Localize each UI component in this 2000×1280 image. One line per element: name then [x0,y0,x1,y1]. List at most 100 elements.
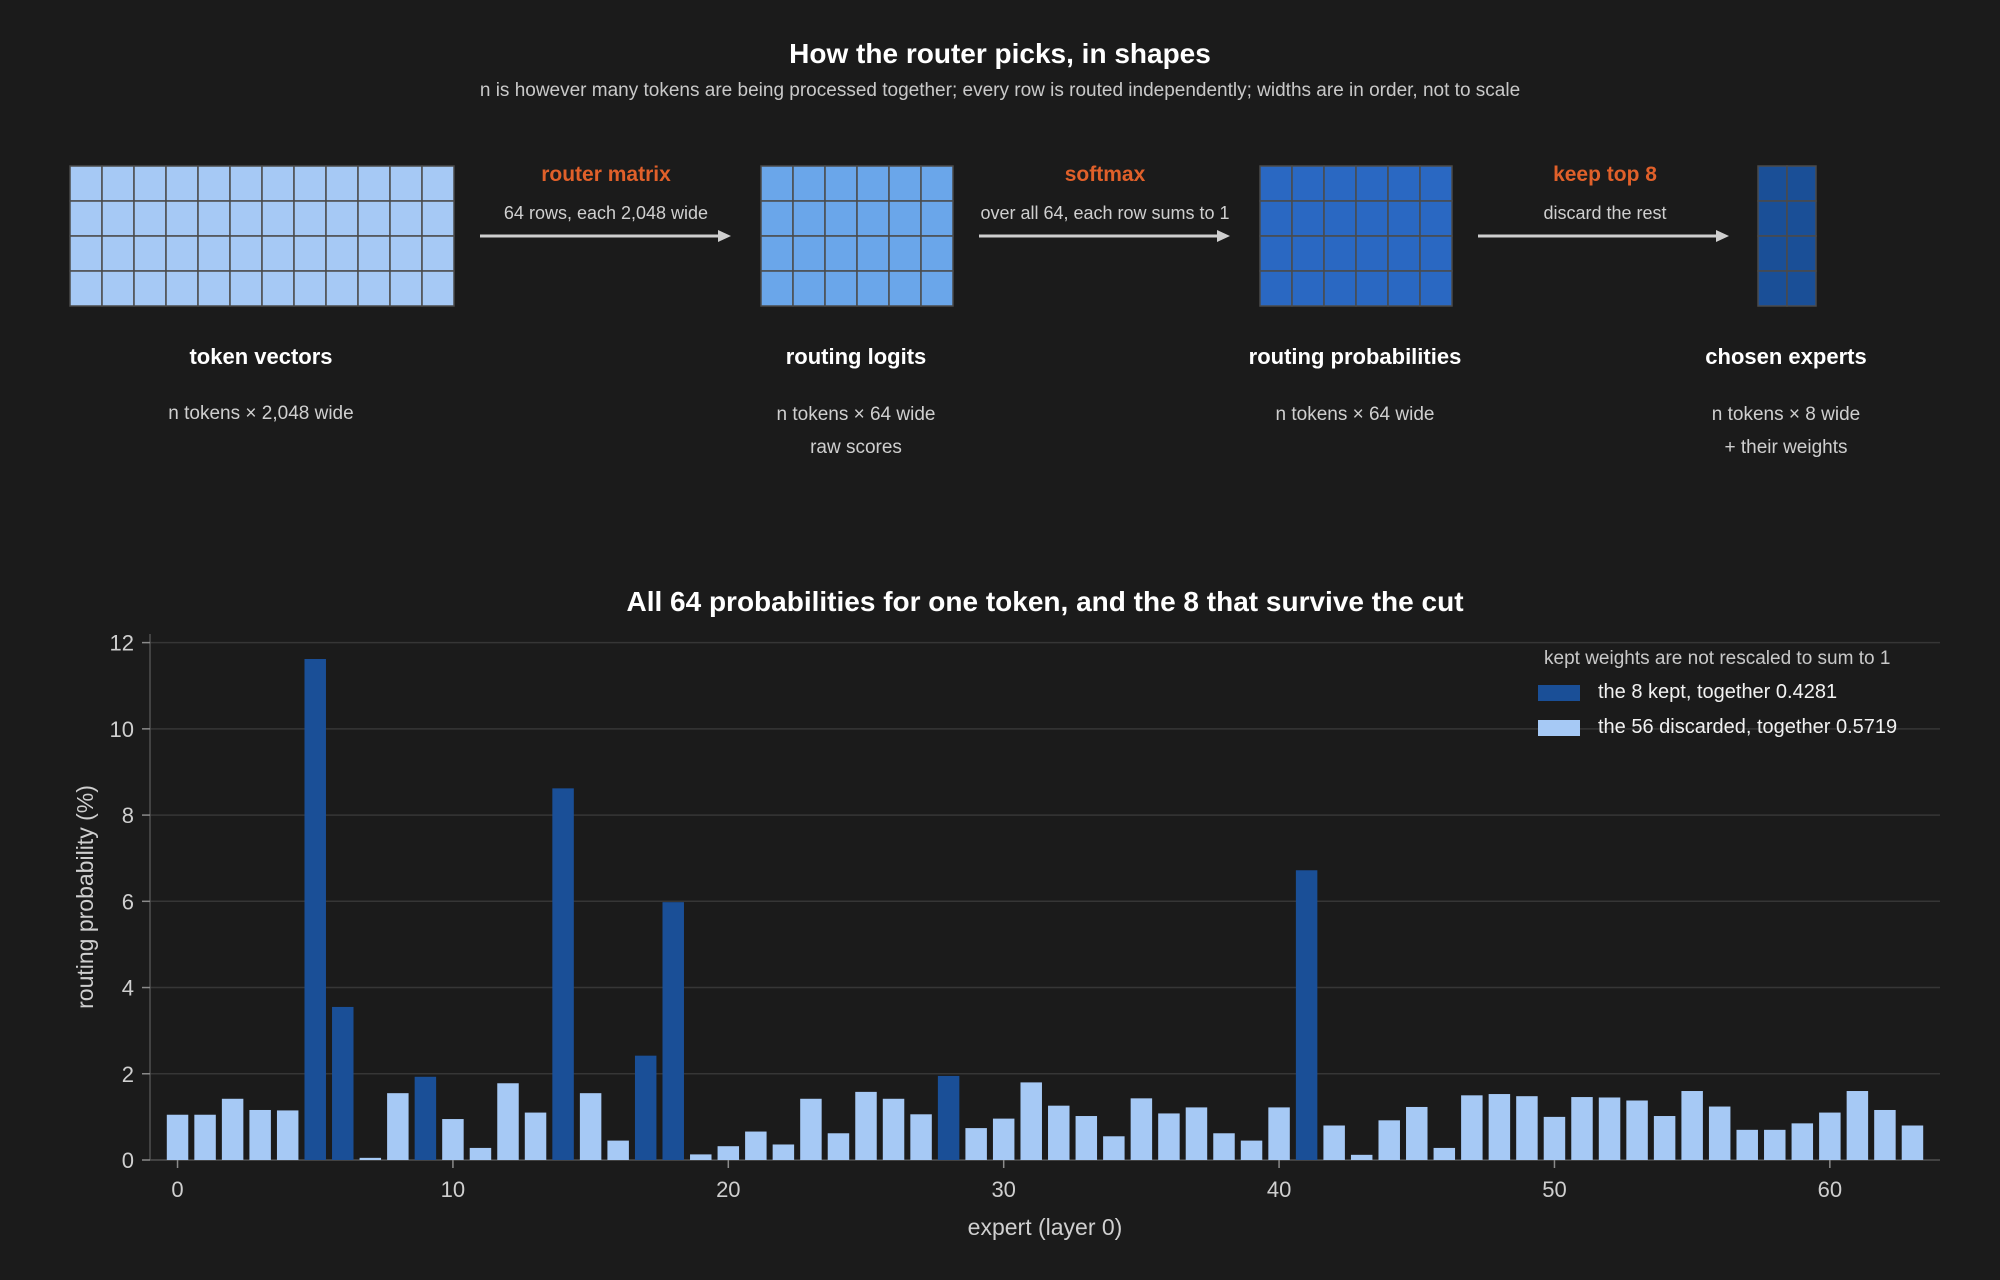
arrow-softmax [979,230,1230,242]
x-tick-label: 10 [441,1177,465,1202]
grid-cell [1355,165,1389,202]
grid-cell [792,270,826,307]
grid-cell [1419,235,1453,272]
bar-kept-expert-41 [1295,870,1318,1160]
grid-cell [165,270,199,307]
grid-cell [1387,235,1421,272]
grid-cell [69,235,103,272]
bar-discarded-expert-52 [1598,1097,1621,1160]
grid-cell [357,200,391,237]
bar-discarded-expert-3 [249,1109,271,1160]
grid-cell [1419,270,1453,307]
arrow-router-matrix [480,230,731,242]
bar-kept-expert-17 [634,1055,657,1160]
grid-cell [856,200,890,237]
bar-discarded-expert-60 [1819,1112,1841,1160]
bar-discarded-expert-13 [524,1112,547,1160]
grid-cell [165,235,199,272]
stage-note-routing-logits: raw scores [810,437,902,458]
bar-kept-expert-14 [552,788,574,1160]
grid-cell [293,165,327,202]
grid-cell [760,270,794,307]
bar-discarded-expert-48 [1488,1094,1511,1160]
grid-cell [133,200,167,237]
grid-cell [69,200,103,237]
grid-cell [325,200,359,237]
grid-cell [69,270,103,307]
grid-cell [1786,165,1817,202]
grid-cell [1355,235,1389,272]
legend-label-kept: the 8 kept, together 0.4281 [1598,681,1838,703]
arrow-head [1217,230,1230,242]
grid-cell [1291,165,1325,202]
bar-discarded-expert-50 [1543,1116,1566,1160]
gridlines [150,641,1940,1075]
bar-discarded-expert-38 [1213,1133,1235,1160]
grid-cell [389,270,423,307]
grid-cell [792,235,826,272]
bar-discarded-expert-25 [855,1091,877,1160]
x-tick-label: 0 [171,1177,183,1202]
grid-cell [421,165,455,202]
grid-cell [1419,165,1453,202]
grid-cell [1757,270,1788,307]
grid-cell [101,200,135,237]
bar-discarded-expert-8 [387,1093,409,1160]
bar-discarded-expert-58 [1764,1129,1786,1160]
grid-cell [165,165,199,202]
bar-discarded-expert-43 [1350,1154,1373,1160]
grid-cell [1291,200,1325,237]
grid-cell [1387,200,1421,237]
arrow-label-router-matrix: router matrix [541,163,671,186]
bar-discarded-expert-19 [690,1154,712,1160]
arrow-head [718,230,731,242]
grid-cell [1259,165,1293,202]
grid-cell [760,200,794,237]
y-tick-label: 6 [122,889,134,914]
grid-cell [421,235,455,272]
grid-cell [824,235,858,272]
grid-cell [1259,200,1293,237]
bar-discarded-expert-36 [1158,1113,1180,1160]
bar-discarded-expert-15 [579,1093,602,1160]
bar-kept-expert-28 [937,1075,960,1160]
stage-title-routing-logits: routing logits [785,344,927,369]
bar-discarded-expert-29 [965,1128,987,1160]
bar-discarded-expert-0 [166,1114,189,1160]
grid-cell [261,165,295,202]
grid-cell [357,165,391,202]
bar-discarded-expert-7 [359,1157,382,1160]
bar-discarded-expert-54 [1653,1116,1676,1160]
grid-cell [165,200,199,237]
stage-shape-routing-logits: n tokens × 64 wide [776,404,936,425]
y-tick-label: 12 [110,631,134,656]
bar-discarded-expert-30 [992,1118,1015,1160]
y-tick-label: 2 [122,1062,134,1087]
grid-cell [760,235,794,272]
legend-swatch-kept [1538,684,1580,701]
grid-cell [1786,200,1817,237]
grid-cell [229,235,263,272]
bar-kept-expert-5 [304,659,326,1160]
grid-cell [197,165,231,202]
bar-kept-expert-6 [332,1006,354,1160]
bar-discarded-expert-33 [1075,1116,1098,1160]
grid-cell [1757,200,1788,237]
grid-cell [261,270,295,307]
bar-discarded-expert-31 [1020,1082,1042,1160]
grid-cell [1291,235,1325,272]
bar-discarded-expert-2 [221,1098,244,1160]
grid-cell [1387,270,1421,307]
x-tick-label: 60 [1818,1177,1842,1202]
bar-discarded-expert-42 [1323,1125,1345,1160]
grid-cell [856,235,890,272]
stage-title-token-vectors: token vectors [189,344,333,369]
bar-discarded-expert-23 [800,1098,822,1160]
grid-cell [229,270,263,307]
arrow-label-keep-top-8: keep top 8 [1553,163,1657,186]
grid-cell [1323,200,1357,237]
stage-title-routing-probabilities: routing probabilities [1248,344,1462,369]
bar-kept-expert-9 [414,1076,437,1160]
arrow-sub-router-matrix: 64 rows, each 2,048 wide [503,203,709,223]
grid-cell [1786,235,1817,272]
